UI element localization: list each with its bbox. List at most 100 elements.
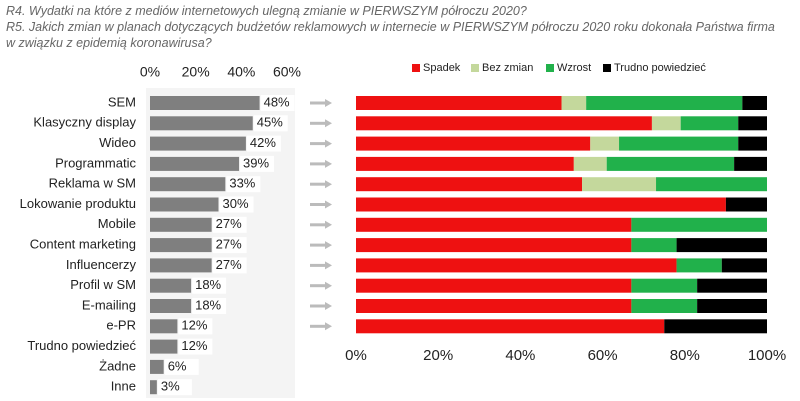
category-label: e-PR (106, 318, 136, 333)
arrow-head (325, 99, 332, 107)
label-bg (253, 115, 288, 132)
category-label: Klasyczny display (33, 115, 136, 130)
x-tick-label: 100% (748, 347, 786, 364)
bar-segment (721, 258, 767, 273)
x-tick-label: 0% (140, 64, 160, 80)
label-bg (212, 216, 247, 233)
category-label: E-mailing (82, 297, 136, 312)
bar-segment (738, 136, 767, 151)
bar-segment (631, 217, 767, 232)
label-bg (226, 176, 261, 193)
bar-segment (631, 278, 698, 293)
x-tick-label: 80% (670, 347, 700, 364)
chart-title: R4. Wydatki na które z mediów internetow… (6, 4, 527, 18)
label-bg (219, 196, 254, 213)
value-label: 30% (223, 196, 249, 211)
x-tick-label: 60% (273, 64, 301, 80)
bar (150, 197, 219, 212)
bar (150, 116, 253, 131)
label-bg (240, 155, 275, 172)
bar-segment (356, 258, 677, 273)
x-tick-label: 0% (345, 347, 367, 364)
arrow-head (325, 220, 332, 229)
arrow-head (325, 241, 332, 250)
bar-segment (664, 319, 767, 334)
bar (150, 299, 192, 313)
value-label: 12% (181, 318, 207, 333)
bar-segment (356, 96, 562, 110)
value-label: 48% (264, 94, 290, 109)
label-bg (157, 379, 192, 396)
bar-segment (356, 278, 632, 293)
label-bg (192, 277, 227, 294)
legend-swatch (471, 64, 479, 72)
arrow-head (325, 302, 332, 310)
category-label: Wideo (99, 135, 136, 150)
value-label: 18% (195, 297, 221, 312)
label-bg (178, 318, 213, 335)
arrow-head (325, 322, 332, 331)
legend-swatch (412, 64, 420, 72)
bar-segment (725, 197, 767, 212)
value-label: 3% (161, 379, 180, 394)
legend-swatch (546, 64, 554, 72)
arrow-head (325, 261, 332, 270)
bar-segment (619, 136, 739, 151)
category-label: Reklama w SM (49, 176, 136, 191)
bar-segment (676, 258, 722, 273)
legend-label: Wzrost (557, 62, 591, 74)
bar (150, 136, 246, 151)
label-bg (246, 135, 281, 152)
value-label: 27% (216, 237, 242, 252)
bar (150, 380, 157, 395)
legend-label: Spadek (423, 62, 461, 74)
bar-segment (606, 156, 735, 171)
category-label: Influencerzy (66, 257, 137, 272)
value-label: 45% (257, 115, 283, 130)
arrow-head (325, 119, 332, 128)
arrow-head (325, 159, 332, 168)
label-bg (212, 257, 247, 274)
bar (150, 177, 226, 192)
arrow-head (325, 180, 332, 189)
titles: R4. Wydatki na które z mediów internetow… (6, 3, 786, 51)
bar (150, 258, 212, 273)
bar-segment (586, 96, 743, 110)
label-bg (192, 298, 227, 314)
bar-segment (680, 116, 739, 131)
category-label: Profil w SM (70, 277, 136, 292)
x-tick-label: 60% (588, 347, 618, 364)
category-label: Lokowanie produktu (20, 196, 136, 211)
legend-label: Bez zmian (482, 62, 533, 74)
bar (150, 278, 192, 293)
x-tick-label: 20% (423, 347, 453, 364)
category-label: Inne (111, 379, 136, 394)
bar-segment (356, 136, 591, 151)
bar-segment (590, 136, 620, 151)
bar-segment (573, 156, 607, 171)
bar-segment (356, 177, 583, 192)
value-label: 18% (195, 277, 221, 292)
bar (150, 156, 240, 171)
bar-segment (697, 299, 767, 313)
bar-segment (561, 96, 587, 110)
bar-segment (356, 299, 632, 313)
category-label: Programmatic (55, 155, 136, 170)
label-bg (164, 358, 199, 375)
value-label: 33% (229, 176, 255, 191)
bar (150, 359, 164, 374)
arrow-head (325, 200, 332, 209)
category-label: Mobile (98, 216, 136, 231)
bar (150, 96, 260, 110)
bar-segment (631, 299, 698, 313)
category-label: Żadne (99, 358, 136, 373)
arrow-head (325, 139, 332, 148)
bar (150, 217, 212, 232)
bar-segment (356, 156, 574, 171)
bar-segment (738, 116, 767, 131)
value-label: 39% (243, 155, 269, 170)
x-tick-label: 40% (227, 64, 255, 80)
bar-segment (656, 177, 767, 192)
